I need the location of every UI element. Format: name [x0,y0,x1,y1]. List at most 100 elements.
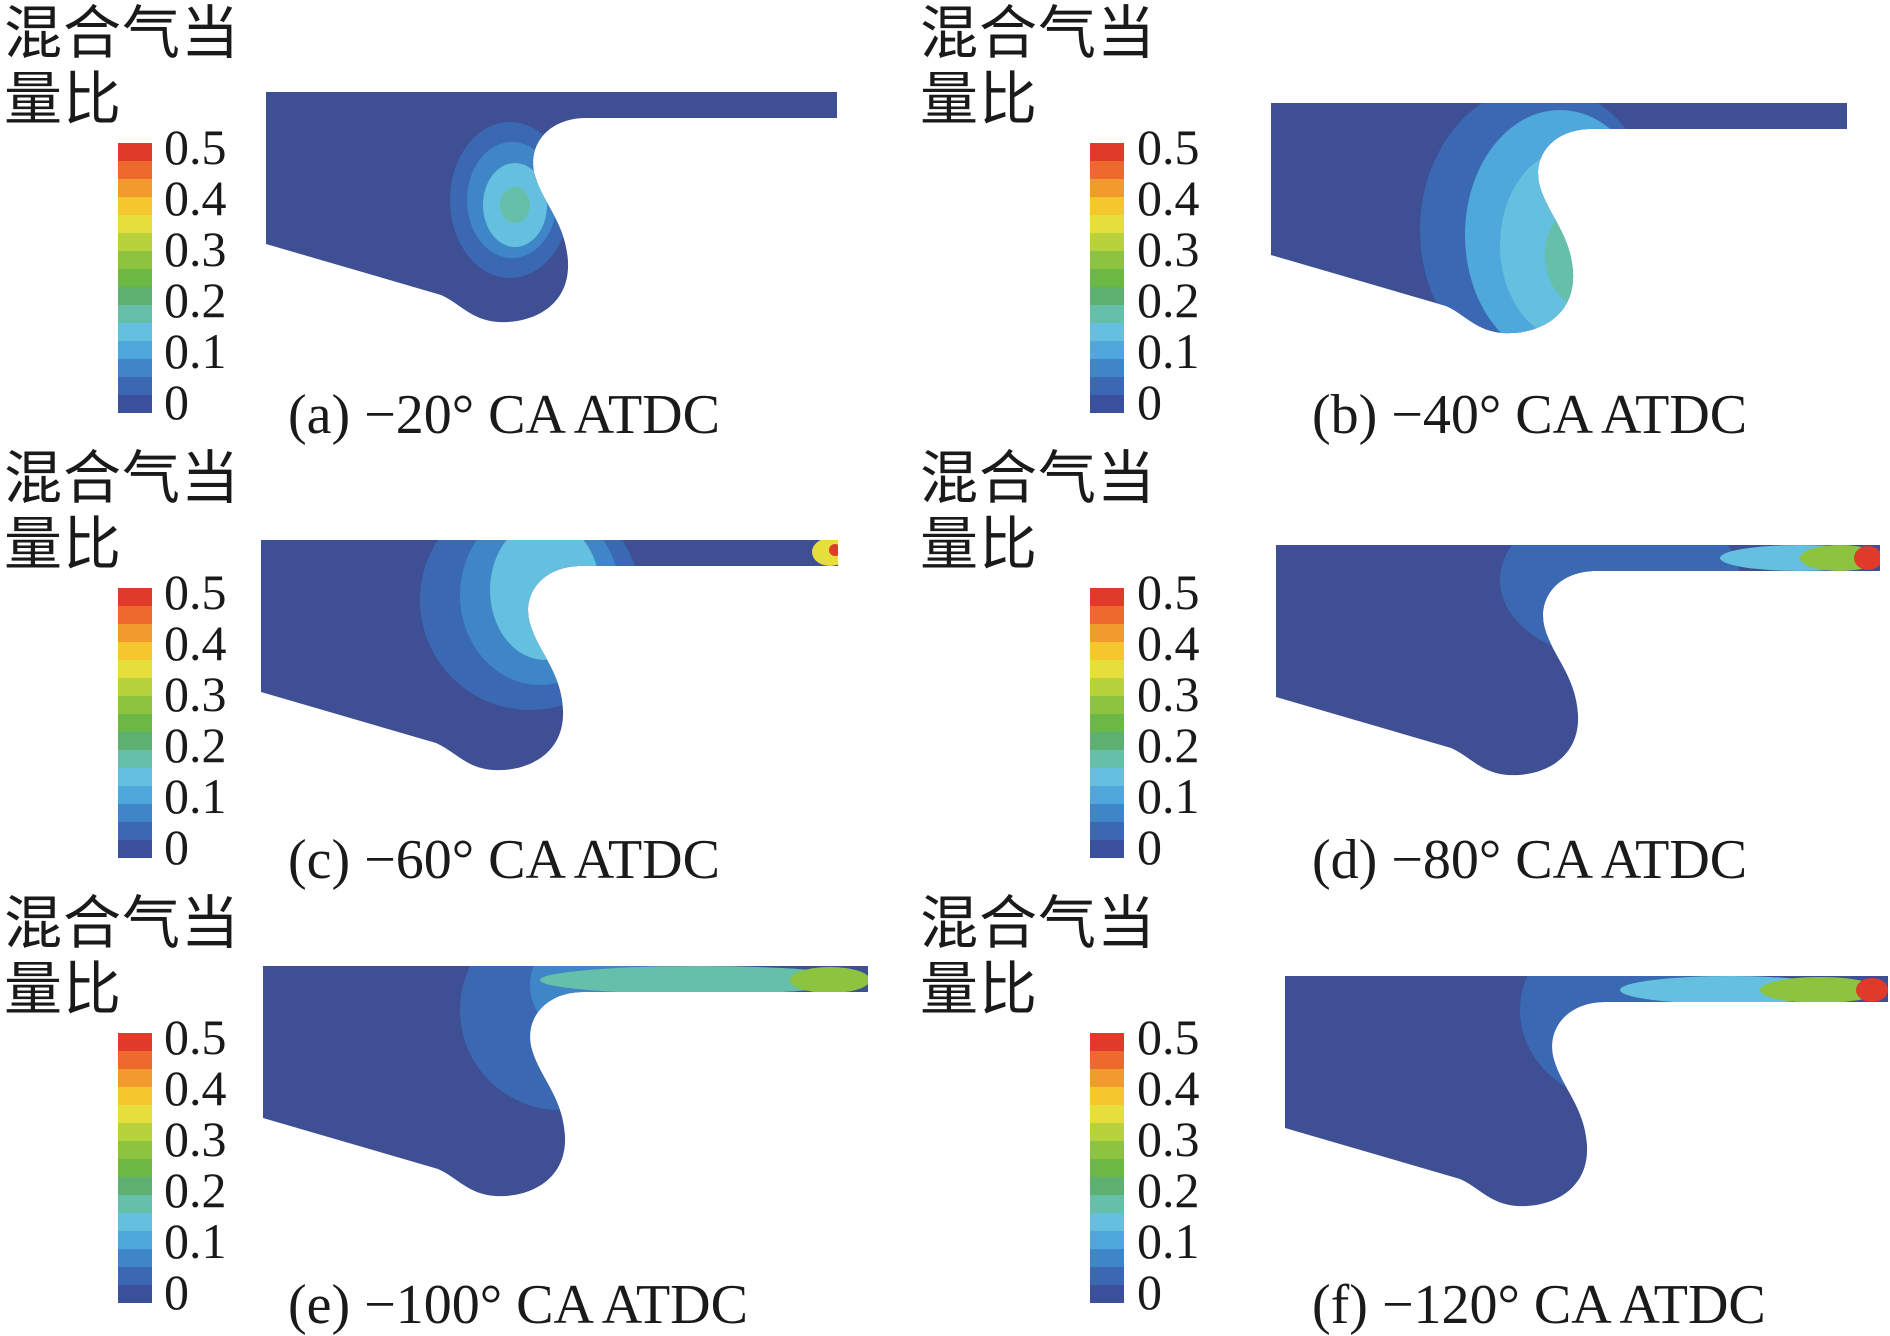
colorbar-segment [1090,395,1124,413]
colorbar-segment [1090,1285,1124,1303]
colorbar-segment [1090,359,1124,377]
colorbar-segment [118,840,152,858]
colorbar-segment [1090,305,1124,323]
panel-b: 混合气当 量比 0.5 0.4 0.3 0.2 0.1 0 (b) −40° CA ATD… [920,0,1890,445]
colorbar-segment [1090,197,1124,215]
colorbar-segment [118,377,152,395]
colorbar-tick-label: 0.1 [1137,323,1200,379]
colorbar-segment [1090,1051,1124,1069]
panel-e: 混合气当 量比 0.5 0.4 0.3 0.2 0.1 0 (e) −100° CA AT… [0,890,945,1335]
panel-c: 混合气当 量比 0.5 0.4 0.3 0.2 0.1 0 (c) −60° CA ATD… [0,445,945,890]
panel-d: 混合气当 量比 0.5 0.4 0.3 0.2 0.1 0 (d) −80° CA ATD… [920,445,1890,890]
contour-band [1588,224,1632,276]
chamber-region [261,540,838,771]
colorbar-segment [118,1123,152,1141]
colorbar-segment [118,804,152,822]
colorbar-segment [1090,341,1124,359]
colorbar-segment [118,233,152,251]
legend-title-line2: 量比 [4,65,123,133]
colorbar-tick-label: 0.5 [164,1009,227,1065]
colorbar-segment [1090,179,1124,197]
legend-title: 混合气当 量比 [920,890,1156,1022]
colorbar-tick-label: 0.5 [1137,1009,1200,1065]
colorbar-tick-label: 0.2 [1137,1162,1200,1218]
colorbar-segment [118,197,152,215]
colorbar-segment [1090,1213,1124,1231]
colorbar-segment [1090,642,1124,660]
colorbar-tick-label: 0.4 [164,170,227,226]
colorbar-segment [118,1195,152,1213]
colorbar-segment [118,1267,152,1285]
legend-title: 混合气当 量比 [4,445,240,577]
colorbar-segment [1090,143,1124,161]
colorbar-segment [118,1105,152,1123]
colorbar-segment [118,1285,152,1303]
colorbar-segment [1090,377,1124,395]
colorbar-tick-label: 0.4 [1137,615,1200,671]
cfd-contour-e [263,966,868,1197]
colorbar-tick-label: 0.1 [164,323,227,379]
legend-title-line2: 量比 [4,955,123,1023]
colorbar-tick-label: 0 [1137,374,1162,430]
colorbar-segment [118,1231,152,1249]
colorbar-tick-label: 0.2 [164,272,227,328]
contour-band [790,967,868,993]
colorbar-tick-label: 0.3 [1137,221,1200,277]
colorbar-segment [1090,624,1124,642]
colorbar-segment [1090,1087,1124,1105]
chamber-region [1271,103,1847,334]
colorbar-segment [118,606,152,624]
colorbar-segment [1090,1159,1124,1177]
colorbar-segment [118,323,152,341]
contour-band [1854,546,1880,570]
colorbar-tick-label: 0.2 [164,1162,227,1218]
colorbar-segment [118,395,152,413]
legend-title-line1: 混合气当 [920,889,1157,957]
colorbar-segment [118,696,152,714]
colorbar-segment [118,678,152,696]
colorbar-segment [1090,251,1124,269]
legend-title-line2: 量比 [920,955,1039,1023]
legend-title-line1: 混合气当 [4,444,241,512]
chamber-region [266,92,837,323]
colorbar-segment [118,714,152,732]
colorbar-segment [1090,804,1124,822]
colorbar-tick-label: 0.3 [164,221,227,277]
colorbar-segment [1090,233,1124,251]
colorbar-tick-label: 0.5 [164,119,227,175]
colorbar-segment [118,1159,152,1177]
colorbar-segment [1090,786,1124,804]
colorbar-tick-label: 0 [164,819,189,875]
chamber-region [263,966,868,1197]
cfd-contour-f [1285,976,1888,1207]
colorbar-tick-label: 0.4 [164,1060,227,1116]
colorbar-segment [1090,822,1124,840]
panel-caption: (a) −20° CA ATDC [288,384,720,446]
colorbar-segment [1090,287,1124,305]
colorbar-segment [1090,750,1124,768]
colorbar-tick-label: 0.5 [164,564,227,620]
colorbar-segment [1090,1123,1124,1141]
legend-title: 混合气当 量比 [4,890,240,1022]
colorbar-tick-label: 0.2 [1137,717,1200,773]
colorbar-tick-label: 0.5 [1137,119,1200,175]
colorbar-segment [1090,606,1124,624]
colorbar-segment [1090,660,1124,678]
contour-band [1856,978,1888,1002]
colorbar-segment [1090,714,1124,732]
colorbar [118,588,152,858]
colorbar-tick-label: 0.4 [164,615,227,671]
colorbar-segment [118,359,152,377]
contour-band [1500,150,1640,334]
colorbar-tick-label: 0.3 [1137,666,1200,722]
colorbar-segment [118,624,152,642]
colorbar-segment [1090,269,1124,287]
colorbar-segment [118,269,152,287]
colorbar-segment [1090,1033,1124,1051]
legend-title-line1: 混合气当 [920,0,1157,67]
colorbar-tick-label: 0 [1137,1264,1162,1320]
legend-title-line1: 混合气当 [4,0,241,67]
colorbar-tick-label: 0 [1137,819,1162,875]
contour-band [829,544,838,556]
legend-title-line2: 量比 [920,65,1039,133]
